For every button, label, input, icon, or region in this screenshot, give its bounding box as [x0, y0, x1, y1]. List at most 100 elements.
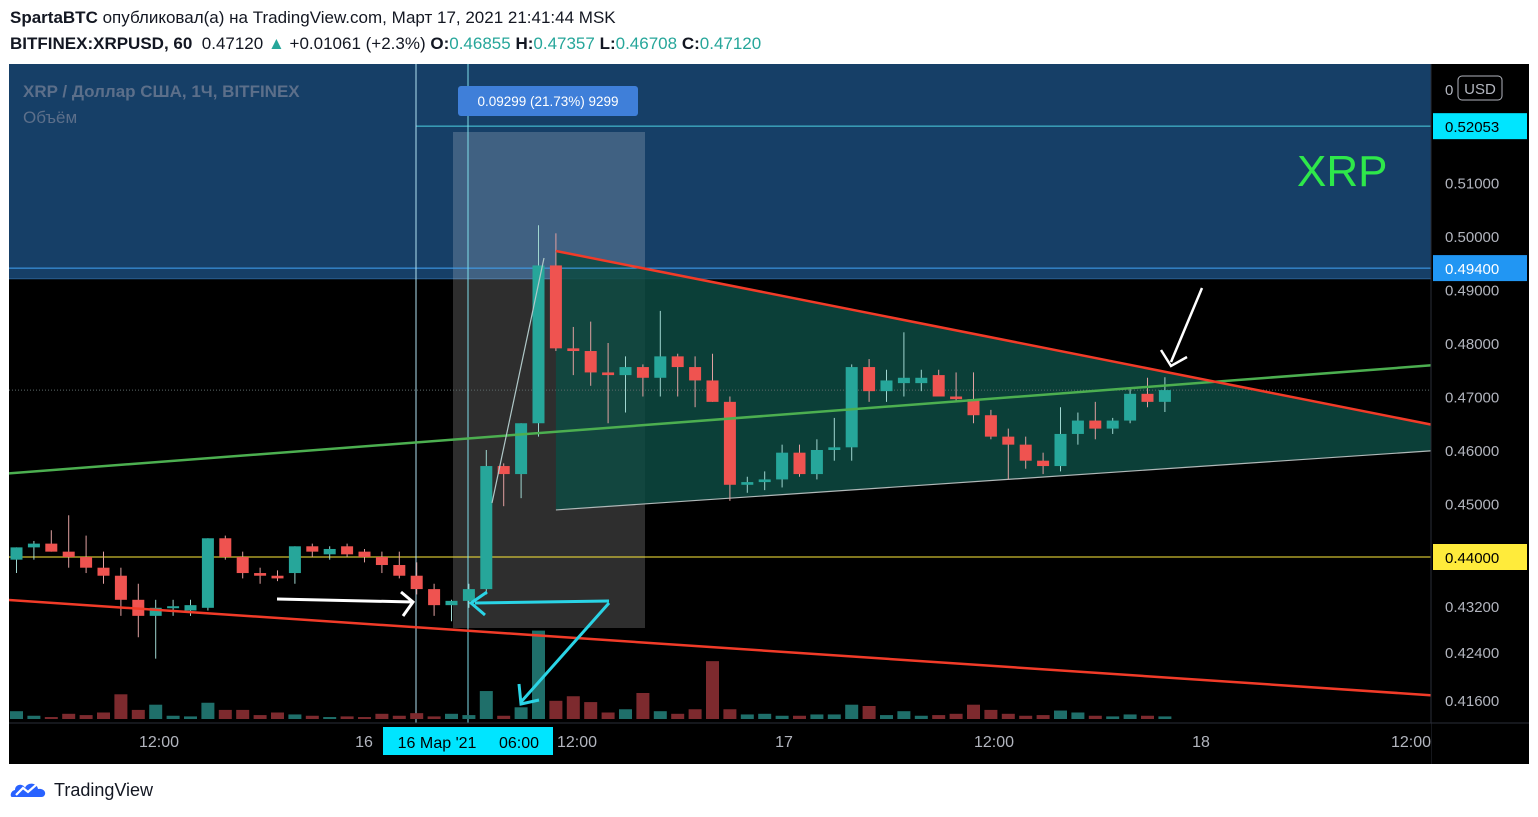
volume-bar — [131, 709, 145, 719]
candle-body — [358, 551, 371, 557]
volume-bar — [236, 709, 250, 719]
candle-body — [1054, 433, 1067, 467]
candle-body — [584, 351, 597, 373]
publication-header: SpartaBTC опубликовал(а) на TradingView.… — [10, 8, 616, 28]
candle-body — [375, 557, 388, 566]
price-label-cyan — [1433, 113, 1527, 140]
volume-bar — [201, 702, 215, 719]
candle-body — [1158, 390, 1171, 402]
candle-body — [932, 375, 945, 397]
time-tick-label: 12:00 — [1391, 734, 1431, 751]
white-arrow-top-shaft — [1169, 287, 1204, 363]
volume-bar — [445, 713, 458, 719]
candle-body — [915, 377, 928, 384]
close-value: 0.47120 — [699, 34, 762, 53]
watermark-text: XRP — [1297, 147, 1387, 196]
published-text: опубликовал(а) на TradingView.com, Март … — [102, 8, 616, 27]
price-tick-label: 0.45000 — [1445, 497, 1499, 514]
volume-bar — [584, 702, 598, 719]
candle-body — [201, 538, 214, 608]
volume-bar — [218, 709, 232, 719]
volume-bar — [271, 712, 284, 719]
red-resistance-trendline — [555, 249, 1444, 429]
volume-bar — [1123, 714, 1137, 719]
triangle-pattern — [555, 250, 1444, 510]
brand-name[interactable]: TradingView — [54, 779, 154, 800]
tradingview-logo-icon — [10, 783, 46, 797]
candle-body — [863, 367, 876, 392]
volume-bar — [827, 714, 841, 719]
candle-body — [393, 565, 406, 576]
crosshair-date-text: 16 Мар '21 — [398, 735, 477, 752]
candle-body — [1141, 393, 1154, 402]
volume-bar — [375, 713, 389, 719]
volume-bar — [305, 715, 319, 719]
candle-body — [1106, 420, 1119, 429]
high-value: 0.47357 — [533, 34, 595, 53]
candle-body — [793, 452, 806, 475]
volume-bar — [671, 713, 685, 719]
volume-bar — [775, 715, 789, 719]
price-tick-label: 0.47000 — [1445, 390, 1499, 407]
volume-bar — [653, 711, 667, 719]
candle-body — [1071, 420, 1084, 434]
white-arrow-left-shaft — [276, 597, 414, 604]
red-support-trendline — [9, 598, 1444, 698]
volume-bar — [392, 715, 406, 719]
high-label: H: — [515, 34, 534, 53]
price-tick-label: 0.49000 — [1445, 283, 1499, 300]
time-tick-label: 12:00 — [557, 734, 597, 751]
volume-bar — [97, 712, 110, 719]
candle-body — [1019, 444, 1032, 461]
candle-body — [654, 356, 667, 378]
candle-body — [480, 466, 493, 590]
candle-body — [950, 396, 963, 400]
candle-body — [445, 600, 458, 606]
price-tick-label: 0.46000 — [1445, 443, 1499, 460]
volume-bar — [723, 709, 737, 719]
footer: TradingView — [10, 778, 153, 802]
chart-frame[interactable]: XRP XRP / Доллар США, 1Ч, BITFINEX Объём 0.… — [9, 64, 1529, 764]
author-name[interactable]: SpartaBTC — [10, 8, 98, 27]
volume-bar — [358, 717, 371, 719]
volume-bar — [1001, 713, 1015, 719]
open-value: 0.46855 — [449, 34, 511, 53]
volume-bar — [532, 630, 545, 719]
legend-volume-label: Объём — [23, 108, 77, 127]
resistance-zone — [9, 64, 1431, 279]
volume-bar — [253, 715, 267, 719]
volume-bar — [845, 704, 859, 719]
candle-body — [1002, 436, 1015, 445]
candle-body — [776, 452, 789, 480]
candle-body — [636, 367, 649, 378]
legend-title: XRP / Доллар США, 1Ч, BITFINEX — [23, 82, 300, 101]
candle-body — [236, 557, 249, 574]
candle-body — [219, 538, 232, 557]
volume-bar — [688, 709, 702, 719]
candle-body — [167, 606, 180, 609]
candle-body — [45, 543, 58, 552]
volume-bar — [288, 714, 302, 719]
candle-body — [671, 356, 684, 368]
price-tick-label: 0.42400 — [1445, 645, 1499, 662]
cyan-arrow-left-head — [468, 590, 488, 617]
candle-body — [323, 548, 336, 555]
volume-bar — [740, 714, 754, 719]
volume-bar — [323, 717, 337, 719]
candle-body — [515, 423, 528, 475]
candle-body — [306, 546, 319, 552]
candle-body — [288, 546, 301, 574]
candle-body — [619, 367, 632, 376]
open-label: O: — [430, 34, 450, 53]
candle-body — [1037, 460, 1050, 467]
candle-body — [984, 415, 997, 437]
crosshair-time-text: 06:00 — [499, 735, 539, 752]
low-value: 0.46708 — [615, 34, 678, 53]
candle-body — [549, 265, 562, 349]
volume-bar — [706, 661, 719, 719]
price-tick-label: 0.41600 — [1445, 693, 1499, 710]
volume-bar — [1019, 715, 1033, 719]
volume-bar — [758, 713, 772, 719]
price-chart[interactable]: XRP XRP / Доллар США, 1Ч, BITFINEX Объём 0.… — [9, 64, 1529, 764]
volume-bar — [1071, 712, 1085, 719]
